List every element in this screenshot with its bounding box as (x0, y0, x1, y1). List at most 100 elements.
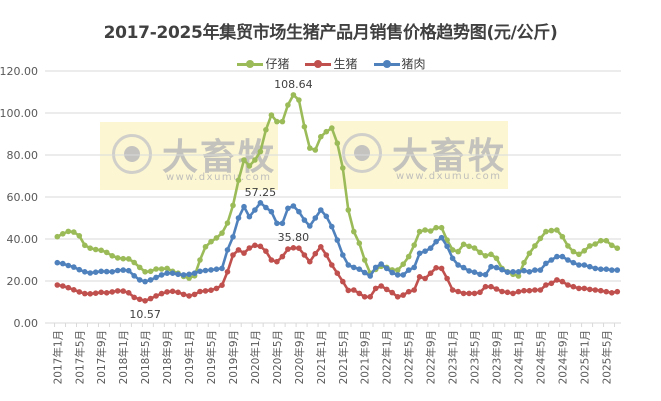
data-point-marker[interactable] (554, 253, 560, 260)
data-point-marker[interactable] (136, 296, 143, 303)
data-point-marker[interactable] (455, 248, 461, 255)
data-point-marker[interactable] (285, 246, 291, 252)
data-point-marker[interactable] (400, 292, 407, 298)
data-point-marker[interactable] (340, 278, 346, 285)
legend-item-pork[interactable]: 猪肉 (372, 55, 426, 72)
data-point-marker[interactable] (290, 245, 297, 251)
data-point-marker[interactable] (136, 277, 143, 283)
data-point-marker[interactable] (521, 267, 527, 274)
data-point-marker[interactable] (433, 265, 439, 271)
data-point-marker[interactable] (455, 288, 461, 295)
data-point-marker[interactable] (82, 242, 88, 249)
data-point-marker[interactable] (246, 245, 253, 251)
data-point-marker[interactable] (488, 251, 494, 258)
data-point-marker[interactable] (515, 273, 522, 279)
data-point-marker[interactable] (235, 215, 242, 221)
data-point-marker[interactable] (340, 252, 346, 258)
data-point-marker[interactable] (438, 265, 445, 272)
data-point-marker[interactable] (361, 257, 368, 263)
data-point-marker[interactable] (570, 283, 577, 290)
data-point-marker[interactable] (455, 262, 461, 268)
data-point-marker[interactable] (230, 202, 236, 209)
data-point-marker[interactable] (460, 264, 467, 271)
data-point-marker[interactable] (405, 288, 412, 295)
data-point-marker[interactable] (224, 269, 231, 275)
data-point-marker[interactable] (614, 288, 621, 295)
data-point-marker[interactable] (268, 257, 275, 263)
data-point-marker[interactable] (153, 266, 159, 272)
data-point-marker[interactable] (515, 288, 522, 295)
data-point-marker[interactable] (609, 267, 615, 273)
data-point-marker[interactable] (274, 258, 280, 265)
data-point-marker[interactable] (433, 224, 439, 231)
data-point-marker[interactable] (609, 242, 615, 249)
data-point-marker[interactable] (213, 285, 220, 292)
data-point-marker[interactable] (466, 290, 472, 297)
data-point-marker[interactable] (296, 97, 302, 103)
data-point-marker[interactable] (329, 125, 335, 131)
data-point-marker[interactable] (559, 278, 566, 285)
data-point-marker[interactable] (318, 244, 324, 250)
data-point-marker[interactable] (60, 231, 66, 237)
data-point-marker[interactable] (103, 268, 110, 275)
data-point-marker[interactable] (131, 294, 137, 301)
data-point-marker[interactable] (389, 269, 396, 276)
data-point-marker[interactable] (323, 252, 330, 258)
data-point-marker[interactable] (510, 290, 516, 297)
data-point-marker[interactable] (87, 291, 93, 297)
data-point-marker[interactable] (263, 204, 269, 211)
data-point-marker[interactable] (323, 213, 330, 220)
data-point-marker[interactable] (219, 265, 225, 272)
data-point-marker[interactable] (499, 266, 505, 273)
data-point-marker[interactable] (345, 262, 352, 268)
data-point-marker[interactable] (587, 243, 593, 249)
data-point-marker[interactable] (543, 282, 549, 288)
data-point-marker[interactable] (504, 289, 511, 296)
data-point-marker[interactable] (422, 248, 428, 254)
data-point-marker[interactable] (345, 207, 352, 213)
data-point-marker[interactable] (587, 286, 593, 293)
data-point-marker[interactable] (329, 262, 335, 268)
data-point-marker[interactable] (257, 243, 264, 250)
data-point-marker[interactable] (526, 269, 533, 275)
data-point-marker[interactable] (543, 260, 549, 267)
data-point-marker[interactable] (603, 288, 610, 295)
data-point-marker[interactable] (471, 269, 478, 276)
data-point-marker[interactable] (559, 233, 566, 240)
data-point-marker[interactable] (301, 123, 308, 130)
data-point-marker[interactable] (515, 269, 522, 275)
data-point-marker[interactable] (213, 266, 220, 273)
data-point-marker[interactable] (471, 245, 478, 251)
data-point-marker[interactable] (268, 112, 275, 118)
data-point-marker[interactable] (532, 287, 538, 293)
data-point-marker[interactable] (394, 272, 401, 278)
data-point-marker[interactable] (257, 148, 264, 155)
data-point-marker[interactable] (312, 215, 319, 221)
data-point-marker[interactable] (576, 251, 582, 258)
data-point-marker[interactable] (411, 264, 418, 271)
data-point-marker[interactable] (526, 250, 533, 257)
data-point-marker[interactable] (422, 275, 428, 282)
data-point-marker[interactable] (488, 283, 494, 290)
data-point-marker[interactable] (576, 262, 582, 268)
data-point-marker[interactable] (153, 274, 159, 281)
data-point-marker[interactable] (581, 248, 588, 254)
data-point-marker[interactable] (323, 128, 330, 135)
data-point-marker[interactable] (164, 289, 170, 295)
data-point-marker[interactable] (307, 145, 313, 151)
data-point-marker[interactable] (202, 267, 209, 274)
data-point-marker[interactable] (71, 287, 77, 293)
data-point-marker[interactable] (87, 245, 93, 251)
data-point-marker[interactable] (460, 241, 467, 248)
data-point-marker[interactable] (405, 267, 412, 273)
data-point-marker[interactable] (444, 243, 450, 250)
data-point-marker[interactable] (592, 287, 599, 293)
data-point-marker[interactable] (186, 271, 192, 278)
data-point-marker[interactable] (587, 263, 593, 270)
data-point-marker[interactable] (197, 288, 203, 295)
data-point-marker[interactable] (219, 282, 225, 289)
data-point-marker[interactable] (109, 289, 115, 295)
data-point-marker[interactable] (598, 287, 604, 294)
data-point-marker[interactable] (345, 287, 352, 294)
data-point-marker[interactable] (296, 245, 302, 251)
